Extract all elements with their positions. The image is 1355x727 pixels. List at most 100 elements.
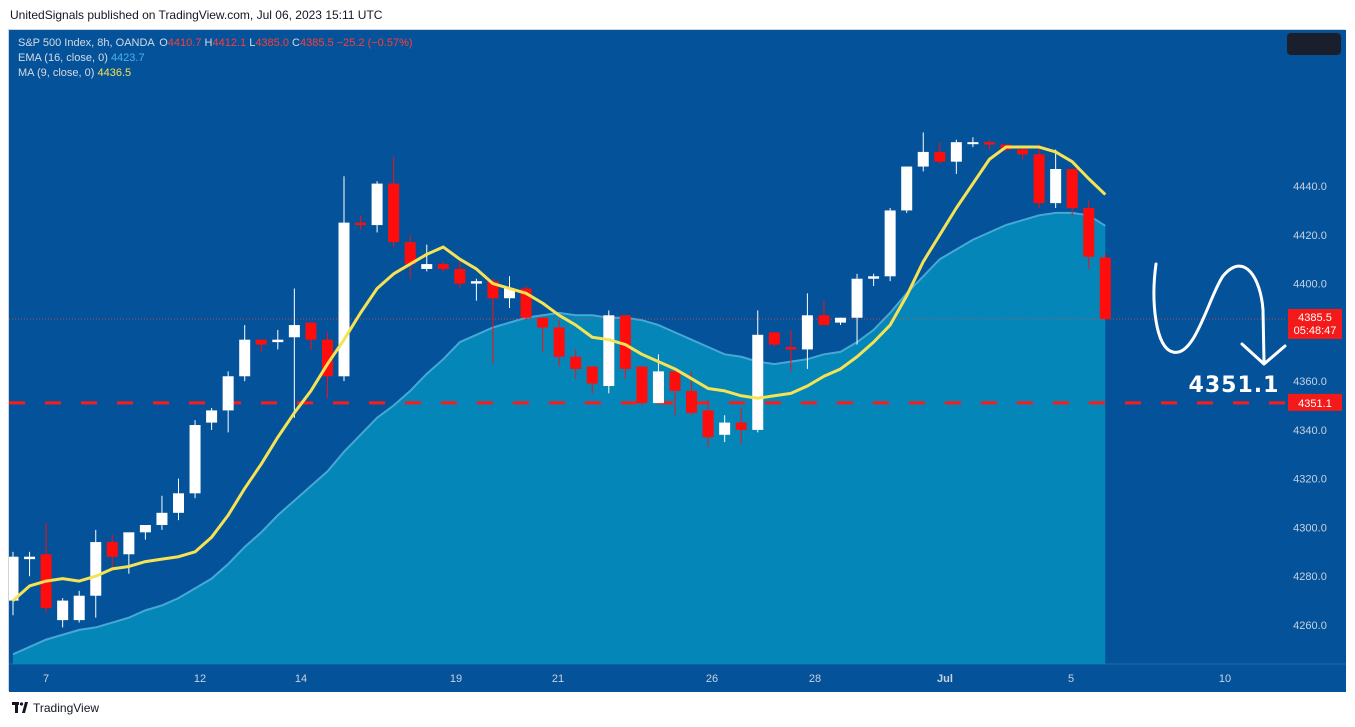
candle-body — [9, 556, 19, 601]
candle-body — [537, 317, 549, 328]
ema-area-fill — [13, 212, 1106, 664]
legend-open-label: O — [159, 37, 168, 49]
ema-area-line — [12, 211, 1106, 656]
candle-body — [437, 264, 449, 269]
candle-body — [735, 422, 747, 430]
legend-close-label: C — [292, 37, 300, 49]
legend-ma-row: MA (9, close, 0) 4436.5 — [18, 66, 413, 81]
last-price-tag-countdown: 05:48:47 — [1294, 325, 1337, 337]
chart-toolbar-box[interactable] — [1287, 33, 1341, 55]
candle-body — [586, 366, 598, 384]
candle-body — [950, 142, 962, 162]
candle-body — [288, 325, 300, 338]
candle-body — [487, 281, 499, 299]
candle-body — [272, 339, 284, 343]
time-axis-tick-label: 12 — [194, 673, 206, 685]
legend-ma-label: MA (9, close, 0) — [18, 67, 95, 79]
time-axis-tick-label: 14 — [295, 673, 307, 685]
candle-body — [835, 317, 846, 323]
candle-body — [156, 512, 168, 526]
legend-symbol-row: S&P 500 Index, 8h, OANDA O4410.7 H4412.1… — [18, 36, 413, 51]
projection-curve — [1152, 262, 1266, 363]
legend-symbol: S&P 500 Index, 8h, OANDA — [18, 37, 155, 49]
candle-body — [619, 315, 631, 369]
candle-body — [553, 327, 565, 357]
candle-body — [90, 542, 102, 596]
price-chart[interactable]: 4260.04280.04300.04320.04340.04360.04380… — [9, 30, 1346, 692]
candle-body — [173, 493, 184, 513]
candle-body — [1066, 168, 1078, 209]
projection-arrowhead — [1240, 342, 1287, 366]
last-price-tag — [1288, 308, 1342, 339]
legend-ma-value: 4436.5 — [97, 67, 132, 79]
chart-frame[interactable]: 4260.04280.04300.04320.04340.04360.04380… — [8, 29, 1346, 692]
footer-brand-text: TradingView — [33, 701, 100, 715]
price-axis-background — [1287, 30, 1346, 692]
legend-ema-value: 4423.7 — [110, 52, 145, 64]
candle-body — [1050, 168, 1062, 204]
candle-body — [1033, 154, 1045, 204]
legend-high-value: 4412.1 — [212, 37, 247, 49]
last-price-tag-value: 4385.5 — [1298, 312, 1332, 324]
candle-body — [636, 366, 648, 404]
target-annotation-text: 4351.1 — [1189, 373, 1280, 398]
legend-ema-label: EMA (16, close, 0) — [18, 52, 108, 64]
time-axis-tick-label: Jul — [937, 673, 953, 685]
legend-low-label: L — [249, 37, 256, 49]
candle-body — [983, 142, 995, 145]
candle-body — [702, 410, 714, 438]
candle-body — [255, 339, 267, 345]
time-axis-tick-label: 21 — [552, 673, 564, 685]
legend-open-value: 4410.7 — [167, 37, 202, 49]
candle-body — [388, 183, 400, 243]
candle-body — [868, 276, 880, 279]
candle-body — [570, 356, 582, 369]
candle-body — [123, 532, 135, 555]
candle-body — [752, 334, 764, 430]
candle-body — [305, 322, 317, 340]
candle-body — [1017, 149, 1029, 155]
candle-body — [520, 288, 532, 318]
candle-body — [338, 222, 350, 377]
candle-body — [1099, 257, 1111, 319]
price-axis-tick-label: 4400.0 — [1293, 279, 1327, 291]
candle-body — [73, 595, 85, 621]
candle-body — [967, 142, 979, 145]
chart-legend: S&P 500 Index, 8h, OANDA O4410.7 H4412.1… — [18, 36, 413, 81]
target-price-tag-value: 4351.1 — [1298, 398, 1332, 410]
candle-body — [917, 151, 929, 167]
target-price-tag — [1288, 393, 1342, 411]
candle-body — [206, 410, 218, 423]
candle-body — [884, 210, 896, 277]
tradingview-logo-icon — [12, 702, 28, 713]
time-axis-tick-label: 28 — [809, 673, 821, 685]
legend-ema-row: EMA (16, close, 0) 4423.7 — [18, 51, 413, 66]
candle-body — [139, 525, 151, 533]
price-axis-tick-label: 4440.0 — [1293, 181, 1327, 193]
price-axis-tick-label: 4340.0 — [1293, 425, 1327, 437]
candle-body — [669, 371, 681, 391]
legend-change: −25.2 (−0.57%) — [336, 37, 413, 49]
price-axis-tick-label: 4420.0 — [1293, 230, 1327, 242]
candle-body — [470, 281, 482, 284]
candle-body — [239, 339, 251, 377]
candle-body — [901, 166, 913, 211]
candle-body — [454, 268, 466, 284]
candle-body — [222, 376, 234, 411]
price-axis-tick-label: 4360.0 — [1293, 376, 1327, 388]
price-axis-tick-label: 4300.0 — [1293, 522, 1327, 534]
candle-body — [57, 600, 69, 621]
time-axis-tick-label: 10 — [1219, 673, 1231, 685]
candle-body — [686, 390, 698, 413]
price-axis-tick-label: 4320.0 — [1293, 474, 1327, 486]
candle-body — [785, 347, 797, 350]
candle-body — [768, 332, 780, 345]
candle-body — [1083, 208, 1095, 257]
legend-low-value: 4385.0 — [255, 37, 289, 49]
publish-header: UnitedSignals published on TradingView.c… — [10, 8, 383, 22]
time-axis-tick-label: 5 — [1068, 673, 1074, 685]
legend-high-label: H — [204, 37, 213, 49]
footer-brand: TradingView — [12, 701, 99, 715]
price-axis-tick-label: 4280.0 — [1293, 571, 1327, 583]
candle-body — [404, 242, 416, 265]
